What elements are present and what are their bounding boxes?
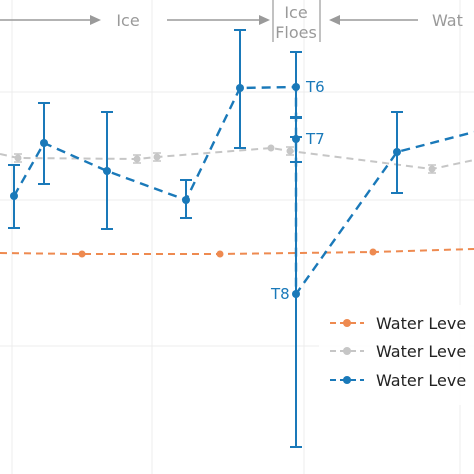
legend-label-gray: Water Leve: [376, 342, 466, 361]
phase-label-water: Wat: [432, 11, 463, 30]
phase-ice-arrowhead: [90, 15, 101, 25]
legend-marker-orange: [343, 319, 351, 327]
phase-water-arrowhead: [329, 15, 340, 25]
data-point-gray-4: [267, 144, 275, 152]
data-point-gray-6: [428, 165, 436, 173]
legend-marker-gray: [343, 347, 351, 355]
series-blue: [8, 29, 474, 448]
point-label-t8: T8: [270, 285, 290, 303]
legend-label-orange: Water Leve: [376, 314, 466, 333]
point-label-t7: T7: [305, 130, 325, 148]
data-point-orange-2: [216, 250, 224, 258]
data-point-blue-1: [40, 139, 48, 147]
series-layer: [0, 29, 474, 448]
data-point-orange-1: [78, 250, 86, 258]
series-line-blue: [12, 85, 474, 298]
series-line-gray: [0, 146, 474, 171]
data-point-blue-8: [393, 148, 401, 156]
data-point-gray-3: [153, 153, 161, 161]
series-line-orange: [0, 248, 474, 255]
legend-label-blue: Water Leve: [376, 371, 466, 390]
data-point-blue-4: [236, 84, 244, 92]
data-point-blue-3: [182, 196, 190, 204]
data-point-gray-2: [133, 155, 141, 163]
point-label-t6: T6: [305, 78, 325, 96]
phase-label-ice: Ice: [116, 11, 139, 30]
data-point-gray-5: [286, 147, 294, 155]
legend: Water Leve Water Leve Water Leve: [319, 305, 474, 405]
data-point-blue-2: [103, 167, 111, 175]
legend-marker-blue: [343, 376, 351, 384]
data-point-gray-1: [14, 154, 22, 162]
series-gray: [0, 144, 474, 174]
phase-ice-arrowhead-2: [259, 15, 270, 25]
data-point-blue-5: [292, 83, 300, 91]
data-point-orange-3: [369, 248, 377, 256]
phase-annotations: Ice Ice Floes Wat: [0, 0, 463, 42]
series-orange: [0, 248, 474, 258]
phase-label-floes-line1: Ice: [284, 3, 307, 22]
point-labels: T6 T7 T8: [270, 78, 325, 303]
data-point-blue-7: [292, 290, 300, 298]
data-point-blue-0: [10, 192, 18, 200]
phase-label-floes-line2: Floes: [275, 23, 317, 42]
